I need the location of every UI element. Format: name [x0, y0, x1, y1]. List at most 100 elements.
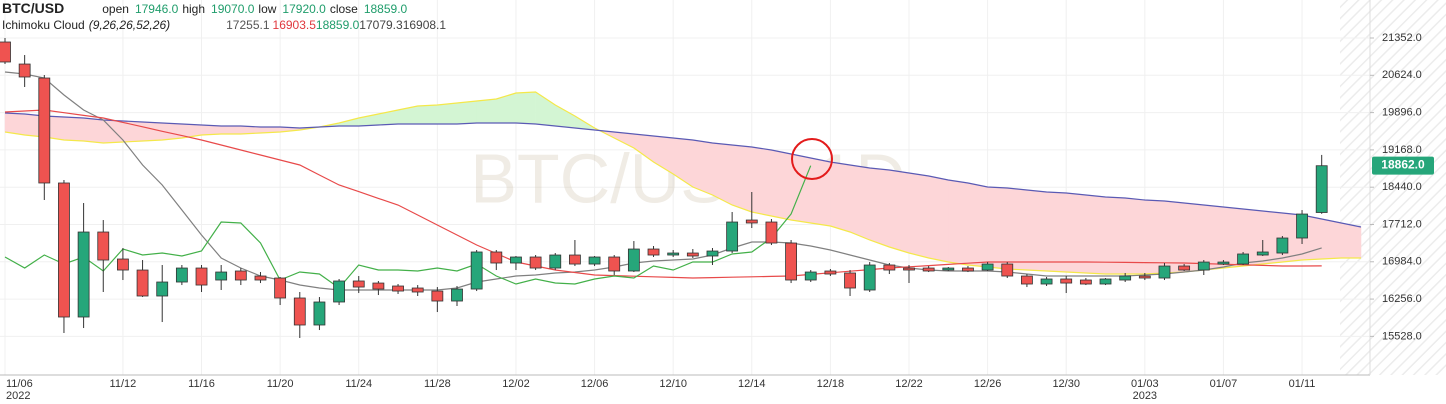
- candle-body: [883, 264, 896, 271]
- indicator-value: 16908.1: [402, 18, 447, 32]
- cloud-fill: [987, 186, 1008, 270]
- candle-body: [0, 41, 11, 63]
- x-tick-label: 11/20: [267, 378, 294, 390]
- cloud-fill: [1321, 218, 1342, 260]
- candle-body: [962, 267, 974, 272]
- y-tick-label: 16256.0: [1382, 293, 1422, 305]
- candle-body: [431, 290, 444, 302]
- candle-body: [254, 275, 267, 281]
- x-tick-label: 12/02: [502, 378, 530, 390]
- x-tick-label: 11/12: [110, 378, 137, 390]
- ohlc-key: high: [182, 2, 206, 16]
- candle-body: [1001, 263, 1014, 277]
- candle-body: [490, 251, 503, 264]
- candle-body: [1021, 275, 1033, 285]
- symbol: BTC/USD: [2, 0, 65, 16]
- candle-body: [549, 254, 562, 269]
- candle-body: [824, 270, 837, 275]
- candle-body: [1217, 261, 1230, 265]
- cloud-fill: [515, 91, 536, 125]
- candle-body: [1296, 213, 1308, 239]
- y-tick-label: 18440.0: [1382, 181, 1422, 193]
- candle-body: [667, 252, 680, 256]
- candle-body: [77, 231, 90, 318]
- candle-body: [451, 288, 463, 302]
- candle-body: [765, 221, 778, 244]
- candle-body: [18, 63, 31, 78]
- cloud-fill: [712, 142, 733, 206]
- candle-body: [588, 256, 601, 265]
- x-tick-label: 12/06: [581, 378, 609, 390]
- ohlc-key: close: [329, 2, 358, 16]
- cloud-fill: [4, 112, 25, 136]
- cloud-fill: [908, 172, 929, 259]
- candle-body: [1079, 279, 1092, 285]
- cloud-fill: [63, 116, 84, 142]
- x-tick-label: 11/16: [188, 378, 215, 390]
- y-tick-label: 19168.0: [1382, 144, 1422, 156]
- candle-body: [785, 242, 797, 281]
- cloud-fill: [751, 146, 772, 217]
- indicator-value: 16903.5: [272, 18, 316, 32]
- candle-body: [1138, 275, 1151, 279]
- cloud-fill: [889, 169, 910, 254]
- ohlc-row: BTC/USD open 17946.0 high 19070.0 low 17920.0 c…: [0, 0, 446, 17]
- cloud-fill: [830, 161, 851, 233]
- leading-span-b: [4, 112, 1362, 228]
- cloud-fill: [535, 91, 556, 127]
- y-tick-label: 21352.0: [1382, 32, 1422, 44]
- candle-body: [1197, 261, 1210, 271]
- annotation-circle: [791, 138, 833, 180]
- candle-body: [745, 219, 758, 224]
- ohlc-values: open 17946.0 high 19070.0 low 17920.0 close 188…: [102, 2, 411, 16]
- candle-body: [1237, 253, 1249, 265]
- candle-body: [313, 301, 326, 326]
- candle-body: [117, 258, 129, 271]
- candle-body: [863, 264, 876, 291]
- ohlc-value: 17946.0: [134, 2, 179, 16]
- ohlc-value: 18859.0: [363, 2, 408, 16]
- indicator-line: [4, 109, 1322, 279]
- cloud-fill: [771, 149, 792, 221]
- cloud-fill: [928, 175, 949, 263]
- candle-body: [156, 281, 169, 297]
- candle-body: [352, 280, 365, 288]
- candle-body: [686, 252, 699, 257]
- candle-body: [726, 221, 739, 252]
- candle-body: [569, 254, 581, 265]
- x-tick-label: 12/10: [659, 378, 687, 390]
- indicator-params: (9,26,26,52,26): [88, 18, 171, 32]
- candle-body: [136, 269, 149, 297]
- candle-body: [97, 231, 110, 261]
- candle-body: [1178, 265, 1191, 271]
- cloud-fill: [1262, 210, 1283, 265]
- candle-body: [38, 77, 51, 184]
- ohlc-value: 17920.0: [282, 2, 326, 16]
- candle-body: [529, 256, 542, 269]
- cloud-fill: [1007, 187, 1028, 271]
- axes: 15528.0 16256.0 16984.0 17712.0 18440.0 19168…: [6, 32, 1434, 402]
- y-tick-label: 15528.0: [1382, 330, 1422, 342]
- candle-body: [1315, 165, 1328, 213]
- indicator-value: 17255.1: [226, 18, 270, 32]
- candle-body: [333, 280, 345, 303]
- legend-header: BTC/USD open 17946.0 high 19070.0 low 17920.0 c…: [0, 0, 446, 33]
- candle-body: [1119, 275, 1132, 281]
- cloud-fill: [83, 117, 104, 144]
- cloud-fill: [692, 139, 713, 196]
- cloud-fill: [555, 104, 576, 129]
- cloud-fill: [1164, 200, 1185, 274]
- cloud-fill: [948, 179, 969, 266]
- last-price-tag: [1372, 156, 1434, 175]
- candle-body: [804, 271, 817, 281]
- ohlc-value: 19070.0: [211, 2, 255, 16]
- x-tick-label: 01/07: [1210, 378, 1238, 390]
- y-tick-label: 17712.0: [1382, 218, 1422, 230]
- cloud-fill: [1065, 192, 1087, 274]
- cloud-fill: [849, 164, 870, 241]
- y-tick-label: 16984.0: [1382, 256, 1422, 268]
- candle-body: [372, 282, 385, 290]
- candle-body: [706, 250, 719, 257]
- candle-body: [903, 267, 915, 271]
